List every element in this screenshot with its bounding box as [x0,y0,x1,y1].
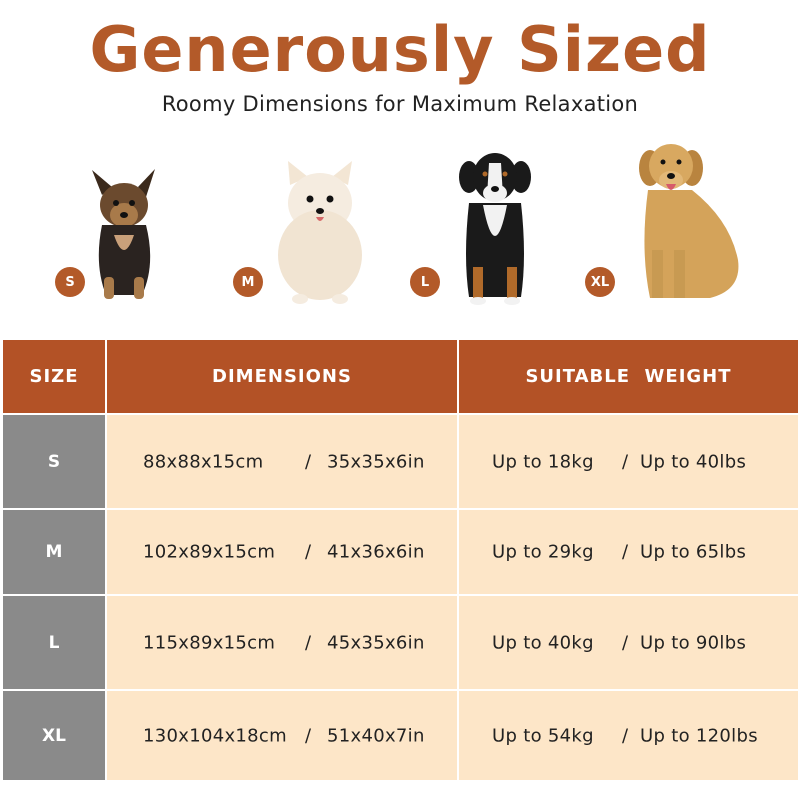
header-suitable-weight: SUITABLE WEIGHT [459,340,798,413]
dim-cm: 115x89x15cm [143,632,276,653]
row-l-dimensions: 115x89x15cm / 45x35x6in [107,596,457,689]
row-s-size: S [3,415,105,508]
separator: / [305,632,312,653]
bernese-dog-icon [459,153,531,305]
weight-kg: Up to 54kg [492,725,594,746]
weight-kg: Up to 40kg [492,632,594,653]
weight-kg: Up to 29kg [492,541,594,563]
dim-cm: 102x89x15cm [143,541,276,563]
size-badge-xl: XL [585,267,615,297]
yorkie-dog-icon [92,169,155,299]
weight-lbs: Up to 65lbs [640,541,747,563]
size-chart-table: SIZE DIMENSIONS SUITABLE WEIGHT S 88x88x… [3,340,798,780]
row-xl-dimensions: 130x104x18cm / 51x40x7in [107,691,457,780]
page-title: Generously Sized [89,13,711,86]
row-l-weight: Up to 40kg / Up to 90lbs [459,596,798,689]
row-m-dimensions: 102x89x15cm / 41x36x6in [107,510,457,594]
row-xl-size: XL [3,691,105,780]
size-badge-m: M [233,267,263,297]
separator: / [305,541,312,563]
separator: / [305,725,312,746]
dim-in: 51x40x7in [327,725,425,746]
page-subtitle: Roomy Dimensions for Maximum Relaxation [161,92,639,116]
dim-cm: 88x88x15cm [143,451,264,472]
weight-kg: Up to 18kg [492,451,594,472]
row-m-size: M [3,510,105,594]
weight-lbs: Up to 120lbs [640,725,758,746]
row-s-weight: Up to 18kg / Up to 40lbs [459,415,798,508]
dim-cm: 130x104x18cm [143,725,287,746]
size-badge-s: S [55,267,85,297]
header-dimensions: DIMENSIONS [107,340,457,413]
separator: / [622,632,629,653]
size-badge-l: L [410,267,440,297]
dim-in: 41x36x6in [327,541,425,563]
header-size: SIZE [3,340,105,413]
row-xl-weight: Up to 54kg / Up to 120lbs [459,691,798,780]
dim-in: 45x35x6in [327,632,425,653]
weight-lbs: Up to 90lbs [640,632,747,653]
pomeranian-dog-icon [278,161,362,304]
row-s-dimensions: 88x88x15cm / 35x35x6in [107,415,457,508]
dog-size-illustrations: S M L [0,135,800,325]
separator: / [622,725,629,746]
weight-lbs: Up to 40lbs [640,451,747,472]
separator: / [622,451,629,472]
separator: / [305,451,312,472]
separator: / [622,541,629,563]
dim-in: 35x35x6in [327,451,425,472]
row-m-weight: Up to 29kg / Up to 65lbs [459,510,798,594]
golden-retriever-dog-icon [639,144,739,298]
row-l-size: L [3,596,105,689]
